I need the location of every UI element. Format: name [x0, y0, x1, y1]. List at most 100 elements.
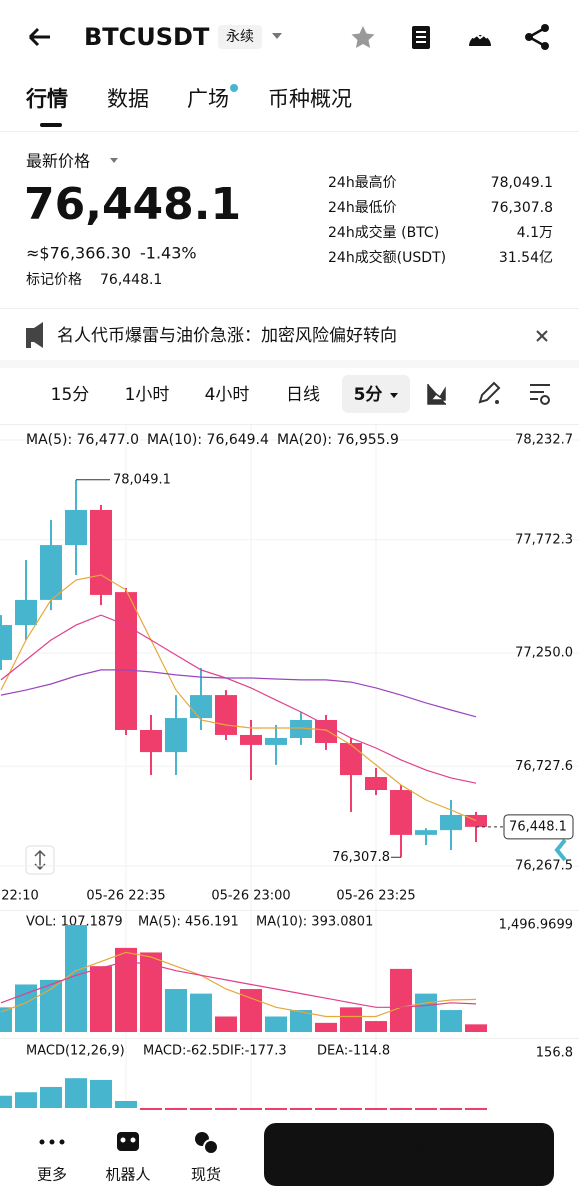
ma-legend: MA(20): 76,955.9 — [277, 432, 399, 448]
chart-type-icon[interactable] — [427, 384, 446, 405]
candle-body — [340, 742, 362, 776]
last-price-box — [503, 814, 574, 840]
nav-label[interactable]: 现货 — [191, 1166, 221, 1184]
bot-icon[interactable] — [117, 1132, 139, 1151]
macd-bar — [40, 1086, 62, 1108]
macd-bar — [90, 1079, 112, 1108]
mark-price: 76,448.1 — [100, 272, 162, 288]
interval[interactable]: 4小时 — [205, 385, 250, 405]
stat-label: 24h最高价 — [328, 174, 397, 191]
macd-legend: DIF:-177.3 — [220, 1044, 287, 1059]
candle-body — [40, 545, 62, 600]
notes-lines — [416, 31, 426, 43]
candle-body — [315, 720, 337, 743]
vol-legend: VOL: 107.1879 — [26, 915, 123, 930]
interval[interactable]: 15分 — [51, 385, 90, 405]
tab[interactable]: 币种概况 — [268, 87, 352, 111]
volume-bar — [15, 984, 37, 1032]
volume-bar — [215, 1016, 237, 1032]
dropdown-icon[interactable] — [272, 33, 282, 39]
macd-legend: DEA:-114.8 — [317, 1044, 390, 1059]
x-tick-label: 05-26 23:00 — [211, 889, 290, 904]
volume-bar — [315, 1022, 337, 1032]
candle-body — [440, 814, 462, 831]
stat-value: 78,049.1 — [491, 175, 553, 191]
volume-bar — [190, 993, 212, 1032]
candle-body — [165, 718, 187, 753]
news-text[interactable]: 名人代币爆雷与油价急涨：加密风险偏好转向 — [57, 326, 397, 346]
close-icon[interactable] — [536, 330, 548, 342]
interval-caret[interactable] — [390, 393, 398, 398]
favorite-icon[interactable] — [351, 26, 375, 48]
y-tick-label: 78,232.7 — [515, 433, 573, 448]
candle-body — [390, 790, 412, 835]
volume-bar — [340, 1007, 362, 1032]
price-change: -1.43% — [140, 244, 197, 263]
tab[interactable]: 广场 — [187, 87, 229, 111]
candle-body — [415, 830, 437, 835]
y-tick-label: 76,267.5 — [515, 859, 573, 874]
volume-bar — [40, 979, 62, 1032]
candle-body — [140, 729, 162, 753]
divider — [0, 910, 579, 911]
tab[interactable]: 数据 — [107, 87, 149, 111]
stat-value: 31.54亿 — [499, 250, 553, 266]
indicator-icon[interactable] — [530, 384, 550, 405]
price-caret[interactable] — [110, 158, 118, 163]
y-tick-label: 1,496.9699 — [499, 918, 573, 933]
news-icon — [26, 322, 43, 348]
back-icon[interactable] — [28, 27, 50, 47]
volume-bar — [290, 1010, 312, 1032]
share-icon[interactable] — [525, 24, 549, 50]
trade-label[interactable]: 交易 — [389, 1142, 429, 1166]
x-tick-label: 05-26 23:25 — [336, 889, 415, 904]
y-tick-label: 76,727.6 — [515, 759, 573, 774]
divider — [0, 131, 579, 132]
price-label: 最新价格 — [26, 152, 90, 171]
interval-selected-bg — [342, 375, 410, 413]
draw-icon[interactable] — [478, 381, 501, 404]
macd-bar — [140, 1108, 162, 1112]
symbol: BTCUSDT — [84, 23, 210, 51]
low-label: 76,307.8 — [332, 850, 390, 865]
macd-bar — [115, 1100, 137, 1108]
volume-bar — [440, 1010, 462, 1032]
spot-icon[interactable] — [195, 1132, 219, 1155]
interval[interactable]: 5分 — [354, 385, 383, 405]
x-tick-label: 05-26 22:35 — [86, 889, 165, 904]
tab-indicator — [40, 123, 62, 127]
collapse-icon[interactable] — [554, 838, 567, 862]
interval[interactable]: 日线 — [286, 385, 320, 405]
candle-body — [90, 509, 112, 595]
candle-body — [215, 695, 237, 735]
volume-bar — [365, 1021, 387, 1032]
trade-button[interactable] — [264, 1123, 554, 1186]
y-tick-label: 77,250.0 — [515, 646, 573, 661]
nav-label[interactable]: 机器人 — [105, 1166, 150, 1184]
candle-body — [190, 695, 212, 719]
notify-dot — [230, 84, 238, 92]
volume-bar — [0, 1007, 12, 1032]
volume-bar — [65, 925, 87, 1032]
vol-ma-line — [0, 960, 477, 1008]
candle-body — [465, 814, 487, 827]
stat-label: 24h最低价 — [328, 200, 397, 216]
vol-legend: MA(10): 393.0801 — [256, 915, 373, 930]
contract-badge — [218, 25, 262, 49]
more-icon[interactable] — [39, 1139, 65, 1145]
macd-legend: MACD:-62.5 — [143, 1044, 220, 1059]
nav-label[interactable]: 更多 — [37, 1166, 67, 1184]
volume-bar — [415, 993, 437, 1032]
volume-bar — [390, 968, 412, 1032]
contract-label: 永续 — [226, 28, 254, 45]
kline-area: 78,232.7 77,772.3 77,250.0 76,727.6 76,267.5… — [0, 425, 579, 1130]
fiat-price: ≈$76,366.30 — [26, 244, 131, 263]
candle-body — [365, 777, 387, 791]
stat-value: 4.1万 — [517, 225, 553, 241]
stat-label: 24h成交额(USDT) — [328, 249, 446, 266]
tab[interactable]: 行情 — [25, 87, 68, 111]
y-tick-label: 77,772.3 — [515, 532, 573, 547]
interval[interactable]: 1小时 — [125, 385, 170, 405]
